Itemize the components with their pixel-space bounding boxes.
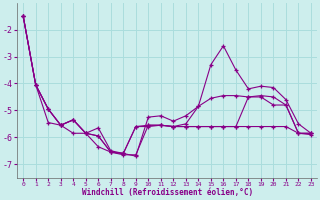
X-axis label: Windchill (Refroidissement éolien,°C): Windchill (Refroidissement éolien,°C) xyxy=(82,188,253,197)
